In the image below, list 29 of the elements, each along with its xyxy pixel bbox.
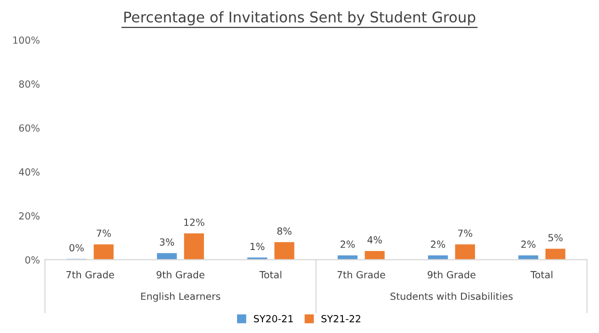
data-label: 7% — [458, 230, 472, 237]
x-tick-label: 9th Grade — [156, 270, 204, 278]
x-tick-label: 7th Grade — [66, 270, 114, 278]
y-tick-label: 80% — [19, 80, 40, 88]
data-label: 7% — [96, 230, 111, 237]
text: Students with Disabilities — [390, 292, 513, 300]
y-tick-label: 100% — [13, 36, 40, 44]
data-label: 2% — [340, 240, 355, 248]
data-label: 2% — [521, 240, 536, 248]
x-tick-label: Total — [530, 270, 552, 278]
data-label: 1% — [250, 242, 264, 250]
legend-label: SY21-22 — [322, 315, 360, 322]
y-tick-label: 0% — [25, 256, 40, 264]
y-tick-label: 40% — [18, 168, 40, 176]
x-tick-label: 9th Grade — [428, 270, 476, 278]
data-label: 0% — [69, 244, 84, 252]
legend-label: SY20-21 — [254, 315, 293, 322]
text: English Learners — [141, 292, 220, 302]
data-label: 8% — [277, 227, 292, 235]
data-label: 5% — [548, 234, 563, 242]
x-tick-label: Total — [259, 270, 282, 278]
chart-title: Percentage of Invitations Sent by Student Group — [124, 11, 476, 26]
data-label: 4% — [367, 236, 382, 244]
y-tick-label: 20% — [19, 212, 40, 220]
data-label: 3% — [160, 238, 174, 246]
data-label: 2% — [430, 240, 446, 248]
x-tick-label: 7th Grade — [338, 270, 386, 278]
data-label: 12% — [184, 218, 204, 226]
y-tick-label: 60% — [19, 124, 40, 132]
